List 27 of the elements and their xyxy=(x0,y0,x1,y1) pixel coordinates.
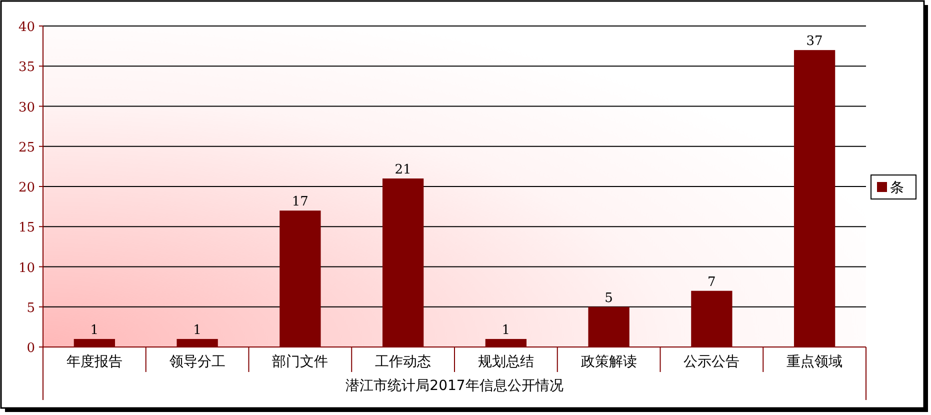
data-label: 1 xyxy=(502,322,510,338)
x-tick-label: 部门文件 xyxy=(272,354,328,370)
data-label: 21 xyxy=(394,162,412,178)
x-tick-label: 政策解读 xyxy=(580,354,637,370)
data-label: 1 xyxy=(90,322,99,338)
data-label: 37 xyxy=(806,34,823,50)
y-tick-label: 10 xyxy=(18,260,35,276)
y-tick-label: 5 xyxy=(26,300,35,316)
y-tick-label: 20 xyxy=(18,180,35,196)
x-tick-label: 工作动态 xyxy=(375,354,432,370)
y-tick-label: 35 xyxy=(18,60,35,76)
x-tick-label: 公示公告 xyxy=(684,354,740,370)
x-tick-label: 年度报告 xyxy=(66,354,122,370)
y-tick-label: 30 xyxy=(18,100,35,116)
y-tick-label: 0 xyxy=(26,341,35,356)
x-tick-label: 重点领域 xyxy=(786,354,843,370)
y-tick-label: 15 xyxy=(18,220,35,236)
x-axis-title: 潜江市统计局2017年信息公开情况 xyxy=(346,378,564,394)
x-tick-label: 领导分工 xyxy=(169,354,226,370)
data-label: 1 xyxy=(193,322,202,338)
y-tick-label: 25 xyxy=(18,140,35,156)
legend-label: 条 xyxy=(890,180,904,196)
y-tick-label: 40 xyxy=(18,20,35,35)
data-label: 7 xyxy=(708,274,716,290)
data-label: 17 xyxy=(292,194,308,210)
x-tick-label: 规划总结 xyxy=(478,354,534,370)
data-label: 5 xyxy=(604,290,613,306)
